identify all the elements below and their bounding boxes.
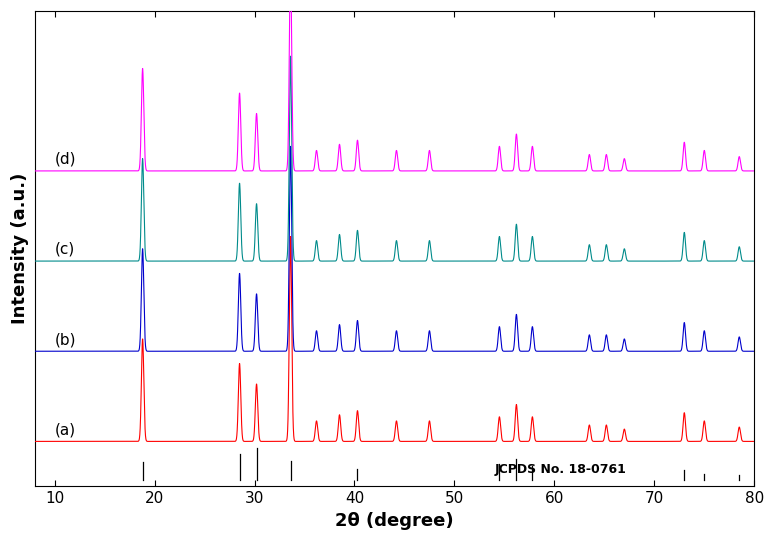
- Text: (b): (b): [55, 332, 76, 347]
- Text: (a): (a): [55, 423, 76, 437]
- Text: JCPDS No. 18-0761: JCPDS No. 18-0761: [494, 463, 626, 476]
- Text: (d): (d): [55, 152, 76, 167]
- Y-axis label: Intensity (a.u.): Intensity (a.u.): [11, 173, 29, 325]
- X-axis label: 2θ (degree): 2θ (degree): [335, 512, 454, 530]
- Text: (c): (c): [55, 242, 75, 257]
